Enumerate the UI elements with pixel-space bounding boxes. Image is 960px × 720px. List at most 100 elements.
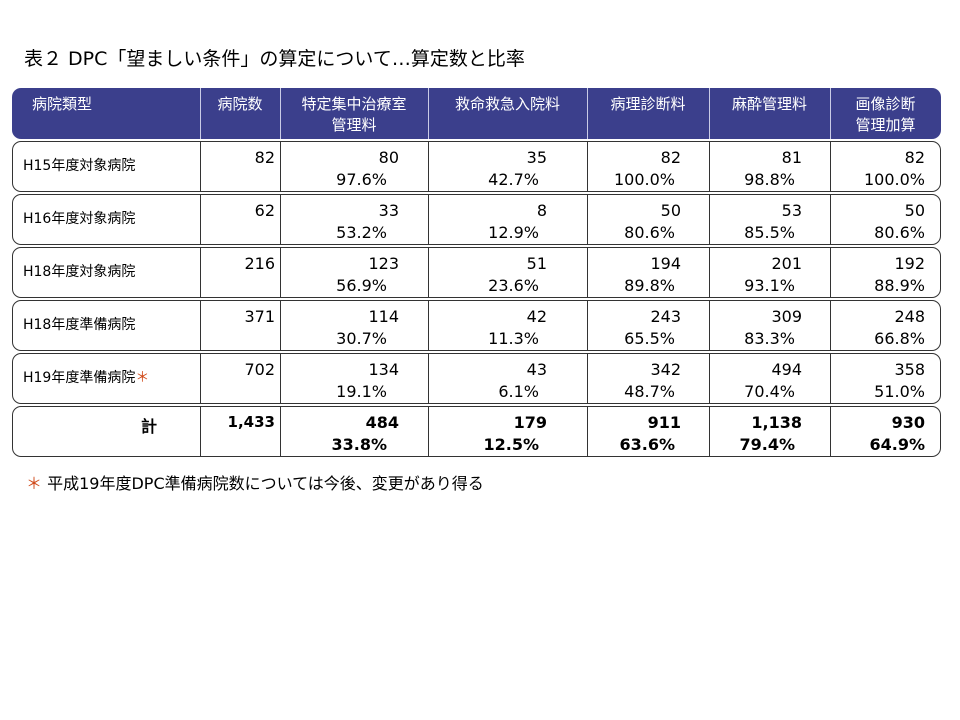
hospital-type-text: H15年度対象病院 — [23, 158, 136, 174]
column-header: 画像診断 管理加算 — [855, 95, 916, 134]
count-value: 134 — [368, 360, 399, 379]
percent-value: 64.9% — [869, 435, 925, 454]
column-divider — [709, 247, 710, 298]
count-value: 248 — [894, 307, 925, 326]
count-value: 342 — [650, 360, 681, 379]
column-divider — [830, 88, 831, 139]
column-divider — [280, 194, 281, 245]
percent-value: 12.9% — [488, 223, 539, 242]
percent-value: 11.3% — [488, 329, 539, 348]
column-divider — [709, 353, 710, 404]
column-divider — [830, 194, 831, 245]
column-divider — [280, 406, 281, 457]
column-divider — [709, 194, 710, 245]
count-value: 192 — [894, 254, 925, 273]
column-divider — [709, 88, 710, 139]
column-divider — [587, 194, 588, 245]
percent-value: 48.7% — [624, 382, 675, 401]
percent-value: 70.4% — [744, 382, 795, 401]
table-row: H19年度準備病院＊ 702 134 19.1% 43 6.1% 342 48.7% 494 70… — [12, 353, 941, 404]
column-header: 病理診断料 — [610, 95, 686, 113]
column-divider — [587, 300, 588, 351]
column-divider — [587, 88, 588, 139]
count-value: 50 — [904, 201, 925, 220]
hospital-type-label: H18年度準備病院 — [23, 314, 135, 334]
column-divider — [280, 141, 281, 192]
count-value: 53 — [781, 201, 802, 220]
asterisk-marker: ＊ — [135, 370, 150, 386]
table-header: 病院類型 病院数 特定集中治療室 管理料 救命救急入院料 病理診断料 麻酔管理料 画像診断 管理… — [12, 88, 941, 139]
column-divider — [428, 300, 429, 351]
column-header: 病院類型 — [32, 95, 93, 113]
column-divider — [428, 194, 429, 245]
column-divider — [830, 141, 831, 192]
hospital-type-label: H16年度対象病院 — [23, 208, 135, 228]
column-divider — [587, 247, 588, 298]
hospital-count: 1,433 — [227, 413, 275, 431]
percent-value: 66.8% — [874, 329, 925, 348]
percent-value: 63.6% — [619, 435, 675, 454]
percent-value: 23.6% — [488, 276, 539, 295]
percent-value: 100.0% — [613, 170, 675, 189]
count-value: 43 — [526, 360, 547, 379]
table-row: 計 1,433 484 33.8% 179 12.5% 911 63.6% 1,138 79.4%… — [12, 406, 941, 457]
column-divider — [200, 406, 201, 457]
percent-value: 100.0% — [863, 170, 925, 189]
column-divider — [428, 353, 429, 404]
count-value: 930 — [891, 413, 925, 432]
column-divider — [280, 247, 281, 298]
column-divider — [200, 194, 201, 245]
percent-value: 93.1% — [744, 276, 795, 295]
hospital-type-label: H15年度対象病院 — [23, 155, 135, 175]
count-value: 243 — [650, 307, 681, 326]
percent-value: 51.0% — [874, 382, 925, 401]
column-divider — [200, 247, 201, 298]
count-value: 8 — [536, 201, 547, 220]
percent-value: 89.8% — [624, 276, 675, 295]
column-divider — [830, 247, 831, 298]
count-value: 81 — [781, 148, 802, 167]
percent-value: 79.4% — [739, 435, 795, 454]
percent-value: 83.3% — [744, 329, 795, 348]
column-divider — [709, 300, 710, 351]
count-value: 911 — [647, 413, 681, 432]
column-divider — [280, 300, 281, 351]
hospital-type-label: 計 — [141, 413, 157, 437]
count-value: 50 — [660, 201, 681, 220]
column-divider — [587, 406, 588, 457]
count-value: 80 — [378, 148, 399, 167]
count-value: 123 — [368, 254, 399, 273]
count-value: 114 — [368, 307, 399, 326]
count-value: 42 — [526, 307, 547, 326]
column-header: 特定集中治療室 管理料 — [301, 95, 407, 134]
count-value: 82 — [904, 148, 925, 167]
count-value: 82 — [660, 148, 681, 167]
count-value: 51 — [526, 254, 547, 273]
percent-value: 33.8% — [331, 435, 387, 454]
column-divider — [280, 353, 281, 404]
count-value: 494 — [771, 360, 802, 379]
hospital-type-text: H18年度準備病院 — [23, 317, 136, 333]
column-header: 救命救急入院料 — [454, 95, 560, 113]
column-divider — [200, 353, 201, 404]
count-value: 194 — [650, 254, 681, 273]
column-divider — [587, 141, 588, 192]
column-header: 病院数 — [217, 95, 263, 113]
column-divider — [830, 406, 831, 457]
percent-value: 12.5% — [483, 435, 539, 454]
percent-value: 85.5% — [744, 223, 795, 242]
column-divider — [587, 353, 588, 404]
count-value: 309 — [771, 307, 802, 326]
table-row: H15年度対象病院 82 80 97.6% 35 42.7% 82 100.0% 81 98.8%… — [12, 141, 941, 192]
percent-value: 97.6% — [336, 170, 387, 189]
percent-value: 88.9% — [874, 276, 925, 295]
hospital-count: 216 — [244, 254, 275, 273]
hospital-count: 82 — [254, 148, 275, 167]
count-value: 35 — [526, 148, 547, 167]
percent-value: 80.6% — [624, 223, 675, 242]
column-divider — [830, 353, 831, 404]
count-value: 201 — [771, 254, 802, 273]
table-row: H16年度対象病院 62 33 53.2% 8 12.9% 50 80.6% 53 85.5% 50… — [12, 194, 941, 245]
table-row: H18年度対象病院 216 123 56.9% 51 23.6% 194 89.8% 201 93… — [12, 247, 941, 298]
column-divider — [200, 88, 201, 139]
